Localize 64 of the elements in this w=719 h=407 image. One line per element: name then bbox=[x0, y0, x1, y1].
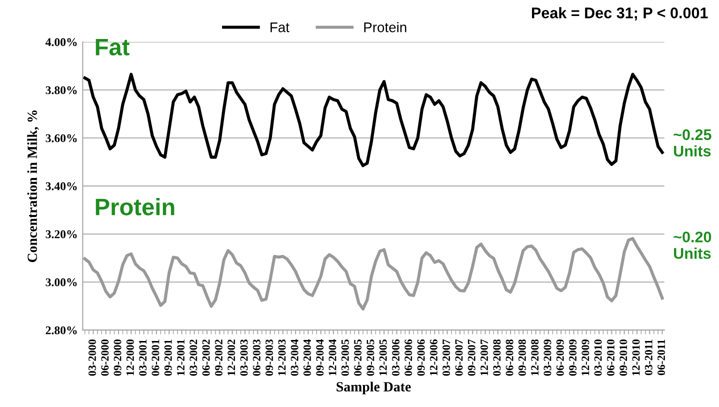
x-tick-label: 09-2003 bbox=[266, 339, 274, 376]
x-tick-label: 12-2007 bbox=[480, 339, 488, 376]
x-tick-label: 06-2001 bbox=[152, 340, 160, 376]
x-tick-label: 09-2004 bbox=[316, 339, 324, 376]
x-tick-label: 12-2010 bbox=[632, 340, 640, 376]
x-tick-label: 12-2004 bbox=[328, 339, 336, 376]
x-tick-label: 12-2008 bbox=[531, 339, 539, 376]
x-tick-label: 09-2009 bbox=[569, 340, 577, 376]
x-tick-label: 06-2009 bbox=[556, 340, 564, 376]
y-tick-label: 3.40% bbox=[46, 182, 77, 190]
x-tick-label: 03-2007 bbox=[442, 339, 450, 376]
y-tick-label: 3.20% bbox=[46, 230, 77, 238]
x-tick-label: 06-2008 bbox=[506, 339, 514, 376]
x-tick-label: 09-2008 bbox=[518, 339, 526, 376]
y-tick-label: 3.60% bbox=[46, 134, 77, 142]
x-tick-label: 06-2010 bbox=[606, 340, 614, 376]
text: ~0.25 Units bbox=[674, 129, 712, 157]
x-tick-label: 03-2002 bbox=[190, 340, 198, 376]
x-tick-label: 09-2002 bbox=[214, 340, 222, 376]
x-tick-label: 03-2010 bbox=[594, 340, 602, 376]
x-tick-label: 12-2000 bbox=[126, 340, 134, 376]
text: ~0.20 Units bbox=[674, 232, 712, 259]
x-tick-label: 06-2000 bbox=[101, 340, 109, 376]
x-tick-label: 12-2009 bbox=[582, 340, 590, 376]
x-tick-label: 03-2008 bbox=[493, 339, 501, 376]
x-tick-label: 03-2005 bbox=[341, 340, 349, 376]
x-tick-label: 06-2007 bbox=[455, 339, 463, 376]
text: Peak = Dec 31; P < 0.001 bbox=[532, 7, 708, 21]
x-tick-label: 09-2005 bbox=[366, 340, 374, 376]
x-tick-label: 06-2011 bbox=[658, 340, 666, 376]
x-tick-label: 03-2004 bbox=[290, 339, 298, 376]
x-tick-label: 03-2001 bbox=[139, 340, 147, 376]
x-tick-label: 09-2010 bbox=[620, 340, 628, 376]
x-tick-label: 06-2003 bbox=[252, 339, 260, 376]
annotation: Fat bbox=[96, 38, 130, 56]
x-tick-label: 03-2003 bbox=[240, 339, 248, 376]
x-tick-label: 03-2000 bbox=[88, 340, 96, 376]
x-tick-label: 09-2001 bbox=[164, 340, 172, 376]
x-tick-label: 06-2005 bbox=[354, 340, 362, 376]
y-tick-label: 3.00% bbox=[46, 278, 77, 286]
x-tick-label: 12-2006 bbox=[430, 339, 438, 376]
x-tick-label: 09-2007 bbox=[468, 339, 476, 376]
y-tick-label: 4.00% bbox=[46, 38, 77, 46]
x-axis-title: Sample Date bbox=[336, 382, 411, 394]
line-series bbox=[83, 72, 664, 168]
y-tick-label: 3.80% bbox=[46, 86, 77, 94]
legend-label: Protein bbox=[364, 22, 406, 32]
x-tick-label: 03-2006 bbox=[392, 339, 400, 376]
x-tick-label: 06-2002 bbox=[202, 340, 210, 376]
x-tick-label: 12-2005 bbox=[379, 340, 387, 376]
x-tick-label: 12-2002 bbox=[228, 340, 236, 376]
x-tick-label: 03-2009 bbox=[544, 340, 552, 376]
x-tick-label: 12-2001 bbox=[177, 340, 185, 376]
y-tick-label: 2.80% bbox=[46, 326, 77, 334]
x-tick-label: 03-2011 bbox=[644, 340, 652, 376]
x-tick-label: 06-2004 bbox=[303, 339, 311, 376]
y-axis-title: Concentration in Milk, % bbox=[27, 110, 39, 262]
annotation: Protein bbox=[96, 198, 174, 216]
x-tick-label: 12-2003 bbox=[278, 339, 286, 376]
x-tick-label: 09-2006 bbox=[417, 339, 425, 376]
legend-label: Fat bbox=[270, 22, 290, 32]
x-tick-label: 06-2006 bbox=[404, 339, 412, 376]
line-series bbox=[83, 237, 664, 310]
x-tick-label: 09-2000 bbox=[114, 340, 122, 376]
